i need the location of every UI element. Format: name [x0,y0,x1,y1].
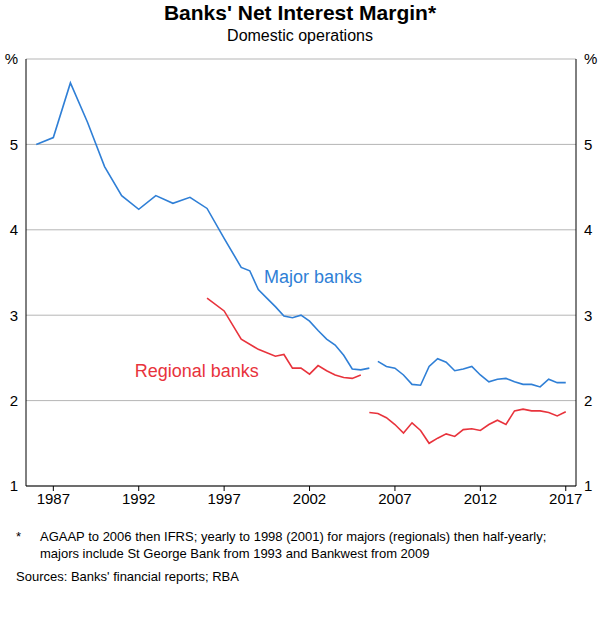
svg-text:%: % [8,50,18,67]
html-text:Domestic operations: Domestic operations [227,27,373,44]
svg-text:5: 5 [584,136,592,153]
html-text:Banks' Net Interest Margin*: Banks' Net Interest Margin* [163,1,437,24]
svg-text:4: 4 [10,221,18,238]
svg-text:Major banks: Major banks [264,267,362,287]
svg-text:5: 5 [10,136,18,153]
svg-text:1: 1 [10,477,18,494]
svg-text:Regional banks: Regional banks [135,361,259,381]
svg-text:1997: 1997 [207,490,240,507]
svg-text:2: 2 [584,392,592,409]
svg-text:2: 2 [10,392,18,409]
html-text:AGAAP to 2006 then IFRS; yearl: AGAAP to 2006 then IFRS; yearly to 1998 … [40,529,547,561]
svg-text:3: 3 [584,307,592,324]
svg-text:1992: 1992 [122,490,155,507]
svg-text:1: 1 [584,477,592,494]
html-text:Sources: Banks' financial repo: Sources: Banks' financial reports; RBA [16,569,239,584]
svg-text:2007: 2007 [378,490,411,507]
svg-text:2002: 2002 [293,490,326,507]
svg-text:2012: 2012 [464,490,497,507]
svg-text:2017: 2017 [549,490,582,507]
svg-text:3: 3 [10,307,18,324]
svg-text:4: 4 [584,221,592,238]
svg-text:%: % [584,50,592,67]
svg-text:1987: 1987 [37,490,70,507]
